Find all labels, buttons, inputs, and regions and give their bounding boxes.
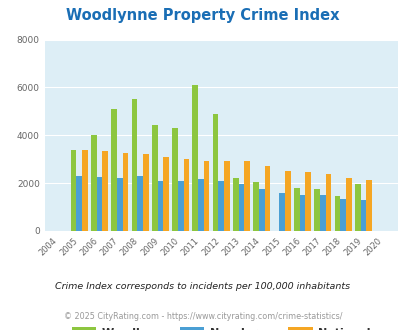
Text: Crime Index corresponds to incidents per 100,000 inhabitants: Crime Index corresponds to incidents per… (55, 282, 350, 291)
Bar (82, 150, 87, 231)
Bar (117, 178, 122, 231)
Bar (163, 157, 168, 231)
Bar (345, 178, 351, 231)
Bar (365, 180, 371, 231)
Bar (284, 171, 290, 231)
Bar (203, 161, 209, 231)
Bar (334, 196, 339, 231)
Bar (293, 188, 299, 231)
Bar (238, 184, 244, 231)
Bar (264, 166, 270, 231)
Bar (258, 188, 264, 231)
Bar (143, 154, 148, 231)
Bar (299, 195, 305, 231)
Bar (325, 174, 330, 231)
Bar (183, 159, 189, 231)
Bar (96, 177, 102, 231)
Bar (177, 182, 183, 231)
Bar (319, 195, 325, 231)
Bar (198, 179, 203, 231)
Bar (192, 85, 198, 231)
Bar (111, 109, 117, 231)
Bar (305, 172, 310, 231)
Bar (131, 99, 137, 231)
Bar (253, 182, 258, 231)
Bar (157, 182, 163, 231)
Bar (91, 135, 96, 231)
Bar (102, 151, 108, 231)
Bar (313, 189, 319, 231)
Text: Woodlynne Property Crime Index: Woodlynne Property Crime Index (66, 8, 339, 23)
Bar (339, 199, 345, 231)
Bar (244, 161, 249, 231)
Bar (279, 193, 284, 231)
Bar (151, 124, 157, 231)
Bar (70, 150, 76, 231)
Bar (137, 176, 143, 231)
Bar (232, 178, 238, 231)
Bar (218, 182, 224, 231)
Bar (122, 153, 128, 231)
Bar (354, 184, 360, 231)
Bar (224, 161, 229, 231)
Bar (360, 200, 365, 231)
Bar (76, 176, 82, 231)
Legend: Woodlynne, New Jersey, National: Woodlynne, New Jersey, National (67, 323, 374, 330)
Text: © 2025 CityRating.com - https://www.cityrating.com/crime-statistics/: © 2025 CityRating.com - https://www.city… (64, 312, 341, 321)
Bar (172, 128, 177, 231)
Bar (212, 114, 218, 231)
